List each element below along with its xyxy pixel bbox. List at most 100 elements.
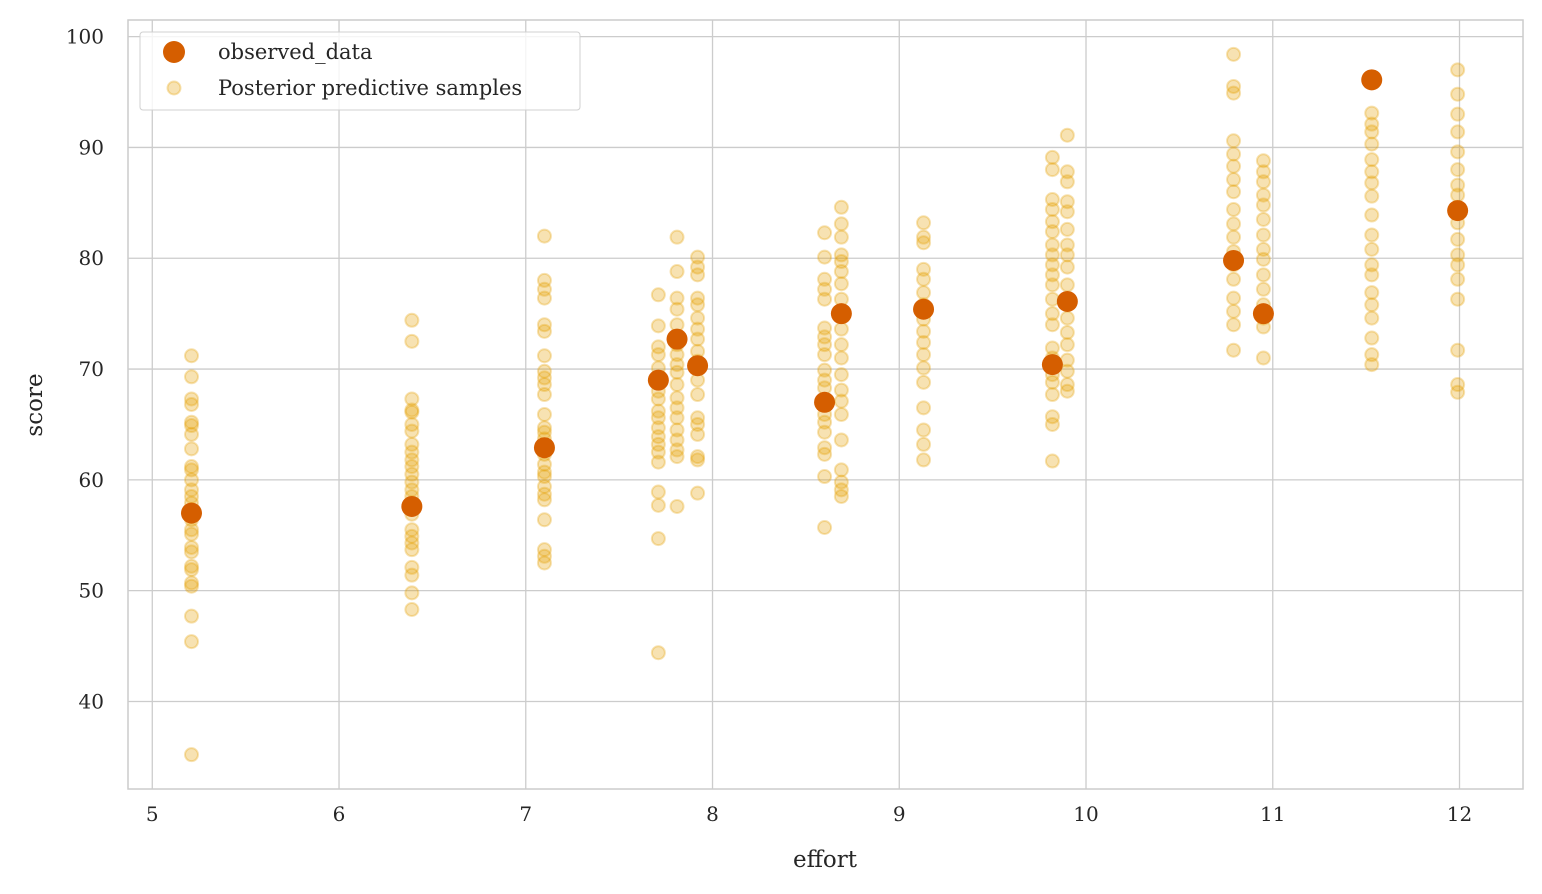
posterior-sample-point [916,271,932,287]
posterior-sample-point [650,484,666,500]
y-tick-label: 100 [66,25,104,49]
posterior-sample-point [1255,197,1271,213]
x-axis-label: effort [793,847,858,873]
posterior-sample-point [1255,211,1271,227]
posterior-sample-point [833,216,849,232]
posterior-sample-point [833,488,849,504]
posterior-sample-point [1226,172,1242,188]
posterior-sample-point [536,377,552,393]
posterior-sample-point [833,254,849,270]
posterior-sample-point [650,410,666,426]
posterior-sample-point [1044,247,1060,263]
posterior-sample-point [833,406,849,422]
posterior-sample-point [916,235,932,251]
posterior-sample-point [690,452,706,468]
posterior-sample-point [916,374,932,390]
posterior-sample-point [1450,62,1466,78]
posterior-sample-point [404,474,420,490]
posterior-sample-point [1450,377,1466,393]
posterior-sample-point [650,420,666,436]
observed-data-point [1223,249,1245,271]
posterior-sample-point [650,645,666,661]
posterior-sample-point [669,400,685,416]
posterior-sample-point [650,391,666,407]
posterior-sample-point [650,318,666,334]
posterior-sample-point [817,225,833,241]
y-tick-label: 40 [79,689,104,713]
posterior-sample-point [817,414,833,430]
posterior-sample-point [690,321,706,337]
y-tick-label: 50 [79,579,104,603]
posterior-sample-point [183,747,199,763]
posterior-sample-point [536,464,552,480]
posterior-sample-point [1364,347,1380,363]
posterior-sample-point [1226,158,1242,174]
posterior-sample-point [650,531,666,547]
posterior-sample-point [833,462,849,478]
y-tick-labels: 40 50 60 70 80 90 100 [66,25,104,714]
posterior-sample-point [183,578,199,594]
posterior-sample-point [1364,152,1380,168]
posterior-sample-point [1226,271,1242,287]
posterior-sample-point [833,382,849,398]
observed-data-point [666,328,688,350]
posterior-sample-point [669,390,685,406]
posterior-sample-point [1059,194,1075,210]
posterior-sample-point [916,285,932,301]
posterior-sample-point [1059,310,1075,326]
posterior-sample-point [1255,164,1271,180]
posterior-sample-point [536,542,552,558]
posterior-sample-point [1059,174,1075,190]
posterior-sample-point [1450,187,1466,203]
posterior-sample-point [1255,153,1271,169]
posterior-sample-point [1226,133,1242,149]
posterior-sample-point [1226,216,1242,232]
posterior-sample-point [183,634,199,650]
posterior-sample-point [669,364,685,380]
posterior-sample-point [833,229,849,245]
posterior-sample-point [183,608,199,624]
posterior-sample-point [1226,146,1242,162]
posterior-sample-point [916,334,932,350]
posterior-sample-point [404,466,420,482]
observed-data-point [1056,290,1078,312]
posterior-sample-point [183,482,199,498]
y-tick-label: 70 [79,357,104,381]
posterior-sample-point [536,406,552,422]
posterior-sample-point [1044,201,1060,217]
posterior-sample-point [669,290,685,306]
posterior-sample-point [1044,387,1060,403]
posterior-sample-point [669,449,685,465]
posterior-sample-point [1044,306,1060,322]
posterior-sample-point [1450,257,1466,273]
posterior-sample-point [817,320,833,336]
posterior-sample-point [404,535,420,551]
posterior-sample-point [833,276,849,292]
posterior-sample-point [1450,384,1466,400]
posterior-sample-point [1044,416,1060,432]
posterior-sample-point [404,452,420,468]
posterior-sample-point [404,416,420,432]
posterior-sample-point [1364,227,1380,243]
posterior-sample-point [817,440,833,456]
x-tick-label: 6 [333,802,346,826]
posterior-sample-point [536,272,552,288]
posterior-sample-point [1364,357,1380,373]
posterior-sample-point [916,229,932,245]
posterior-sample-point [1044,162,1060,178]
posterior-sample-point [1450,342,1466,358]
posterior-sample-point [536,363,552,379]
posterior-sample-point [183,418,199,434]
posterior-sample-point [690,410,706,426]
posterior-sample-point [690,449,706,465]
posterior-sample-point [404,522,420,538]
posterior-sample-point [1044,409,1060,425]
observed-data-point [830,303,852,325]
posterior-sample-point [690,485,706,501]
y-axis-label: score [22,373,48,436]
x-tick-labels: 5 6 7 8 9 10 11 12 [146,802,1472,826]
posterior-sample-point [1059,247,1075,263]
posterior-sample-point [536,420,552,436]
posterior-sample-point [690,290,706,306]
posterior-sample-point [1226,229,1242,245]
